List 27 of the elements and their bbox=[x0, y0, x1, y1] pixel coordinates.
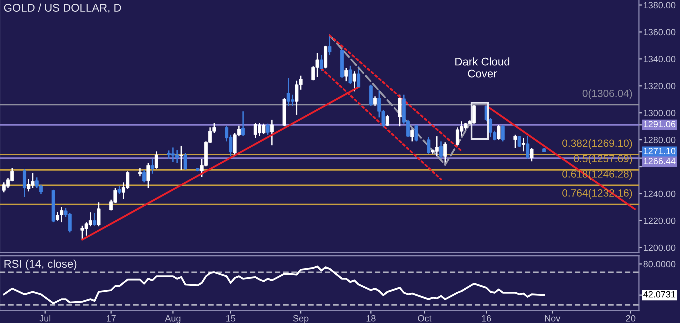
annotation: Dark Cloud Cover bbox=[456, 58, 510, 78]
x-tick-label: 17 bbox=[107, 315, 116, 322]
y-tick-label: 1340.00 bbox=[644, 56, 676, 63]
y-tick-label: 42.0731 bbox=[644, 291, 676, 298]
x-tick-label: 16 bbox=[482, 315, 492, 322]
chart-title: GOLD / US DOLLAR, D bbox=[4, 4, 122, 14]
x-tick-label: Oct bbox=[418, 315, 432, 322]
x-tick-label: Nov bbox=[545, 315, 561, 322]
y-tick-label: 1240.00 bbox=[644, 190, 676, 198]
ref-line-label: 0.382(1269.10) bbox=[562, 139, 632, 150]
y-tick-label: 1360.00 bbox=[644, 29, 676, 36]
y-tick-label: 1280.00 bbox=[644, 137, 676, 144]
chart-title: RSI (14, close) bbox=[4, 260, 77, 270]
y-tick-label: 1291.06 bbox=[644, 121, 676, 128]
y-tick-label: 1320.00 bbox=[644, 83, 676, 90]
x-tick-label: 15 bbox=[226, 315, 236, 322]
y-tick-label: 1200.00 bbox=[644, 244, 676, 252]
ref-line-label: 0(1306.04) bbox=[582, 90, 632, 100]
y-tick-label: 1271.10 bbox=[644, 148, 676, 154]
x-tick-label: 20 bbox=[626, 315, 636, 322]
x-tick-label: Jul bbox=[40, 315, 51, 322]
y-tick-label: 80.0000 bbox=[644, 261, 676, 268]
y-tick-label: 1266.44 bbox=[644, 158, 676, 165]
y-tick-label: 1300.00 bbox=[644, 110, 676, 116]
y-tick-label: 1380.00 bbox=[644, 2, 676, 9]
y-tick-label: 1220.00 bbox=[644, 218, 676, 224]
x-tick-label: 18 bbox=[366, 315, 376, 322]
